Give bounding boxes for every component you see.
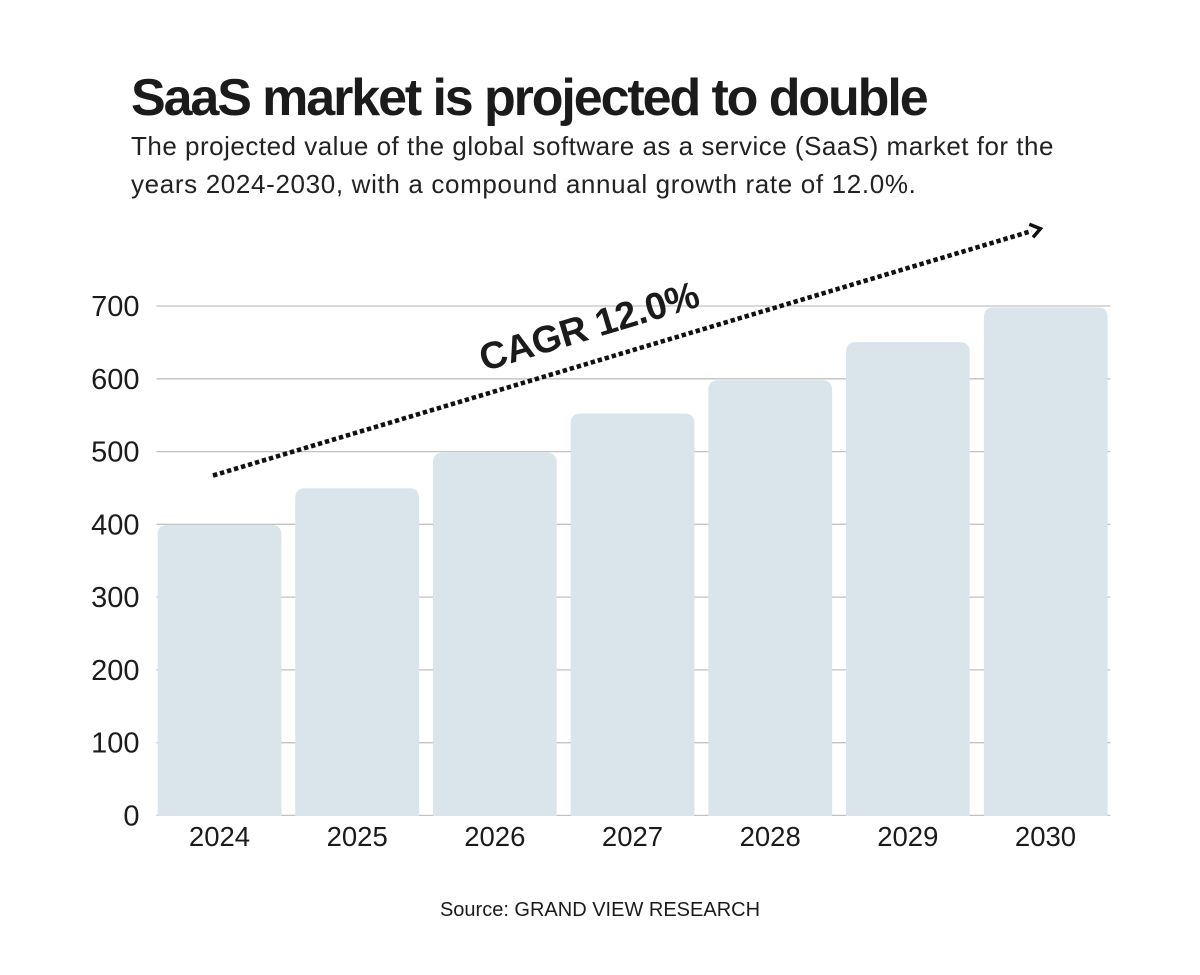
svg-text:200: 200 xyxy=(91,655,139,687)
svg-text:300: 300 xyxy=(91,582,139,614)
svg-text:CAGR 12.0%: CAGR 12.0% xyxy=(474,274,704,380)
svg-text:2024: 2024 xyxy=(189,821,250,852)
svg-text:2030: 2030 xyxy=(1015,821,1076,852)
svg-text:2028: 2028 xyxy=(740,821,801,852)
svg-text:400: 400 xyxy=(91,509,139,541)
svg-text:100: 100 xyxy=(91,728,139,760)
svg-text:2025: 2025 xyxy=(327,821,388,852)
svg-text:600: 600 xyxy=(91,364,139,396)
svg-text:2026: 2026 xyxy=(464,821,525,852)
svg-text:2027: 2027 xyxy=(602,821,663,852)
svg-text:0: 0 xyxy=(123,800,139,832)
svg-text:2029: 2029 xyxy=(877,821,938,852)
svg-text:700: 700 xyxy=(91,291,139,323)
svg-text:500: 500 xyxy=(91,437,139,469)
